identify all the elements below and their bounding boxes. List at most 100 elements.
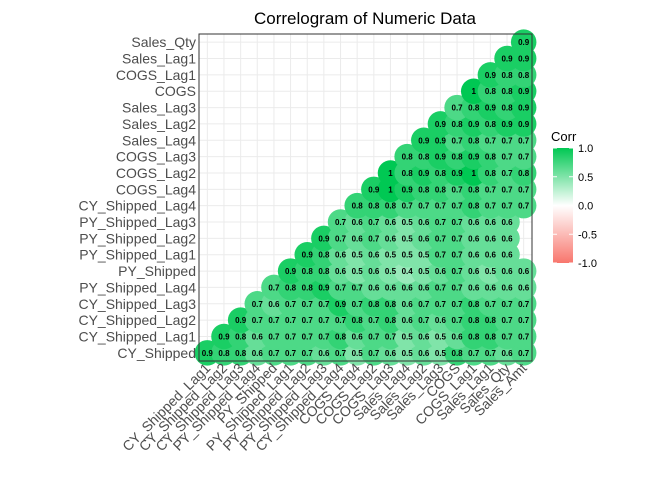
corr-value-label: 0.6 xyxy=(402,283,414,292)
corr-value-label: 0.8 xyxy=(485,87,497,96)
corr-value-label: 0.5 xyxy=(435,332,447,341)
corr-value-label: 0.9 xyxy=(335,300,347,309)
corr-value-label: 0.8 xyxy=(402,153,414,162)
corr-value-label: 0.7 xyxy=(518,316,530,325)
corr-value-label: 0.8 xyxy=(518,169,530,178)
corr-value-label: 0.9 xyxy=(518,38,530,47)
corr-value-label: 0.6 xyxy=(501,251,513,260)
corr-value-label: 0.7 xyxy=(352,300,364,309)
corr-value-label: 0.7 xyxy=(452,283,464,292)
corr-value-label: 0.7 xyxy=(368,218,380,227)
corr-value-label: 0.8 xyxy=(452,120,464,129)
corr-value-label: 0.5 xyxy=(352,267,364,276)
corr-value-label: 0.6 xyxy=(418,283,430,292)
corr-value-label: 0.6 xyxy=(501,349,513,358)
corr-value-label: 0.7 xyxy=(318,332,330,341)
corr-value-label: 0.8 xyxy=(285,283,297,292)
corr-value-label: 0.8 xyxy=(402,169,414,178)
corr-value-label: 0.5 xyxy=(352,251,364,260)
corr-value-label: 0.8 xyxy=(485,120,497,129)
corr-value-label: 0.6 xyxy=(402,300,414,309)
corr-value-label: 0.6 xyxy=(418,234,430,243)
corr-value-label: 0.9 xyxy=(468,153,480,162)
corr-value-label: 0.6 xyxy=(385,218,397,227)
corr-value-label: 0.4 xyxy=(402,267,414,276)
corr-value-label: 0.5 xyxy=(402,349,414,358)
corr-value-label: 0.7 xyxy=(452,185,464,194)
corr-value-label: 0.7 xyxy=(418,202,430,211)
chart-title: Correlogram of Numeric Data xyxy=(254,9,477,28)
corr-value-label: 0.8 xyxy=(518,71,530,80)
corr-value-label: 0.7 xyxy=(485,185,497,194)
corr-value-label: 0.6 xyxy=(418,332,430,341)
y-tick-label: Sales_Qty xyxy=(131,34,196,50)
corr-value-label: 0.7 xyxy=(285,300,297,309)
corr-value-label: 0.8 xyxy=(352,202,364,211)
corr-value-label: 0.8 xyxy=(235,349,247,358)
corr-value-label: 0.9 xyxy=(435,120,447,129)
corr-value-label: 0.7 xyxy=(452,251,464,260)
corr-value-label: 0.6 xyxy=(485,283,497,292)
corr-value-label: 0.5 xyxy=(418,251,430,260)
legend-colorbar xyxy=(553,148,573,263)
legend-tick-label: 0.0 xyxy=(578,201,593,213)
corr-value-label: 0.7 xyxy=(252,300,264,309)
corr-value-label: 0.8 xyxy=(485,332,497,341)
corr-value-label: 0.6 xyxy=(368,251,380,260)
corr-value-label: 0.6 xyxy=(252,332,264,341)
corr-value-label: 0.8 xyxy=(218,349,230,358)
corr-value-label: 0.6 xyxy=(485,234,497,243)
corr-value-label: 0.9 xyxy=(501,55,513,64)
corr-value-label: 0.7 xyxy=(518,332,530,341)
corr-value-label: 0.7 xyxy=(368,316,380,325)
corr-value-label: 0.5 xyxy=(485,267,497,276)
corr-value-label: 1 xyxy=(471,169,476,178)
corr-value-label: 0.7 xyxy=(518,349,530,358)
corr-value-label: 0.7 xyxy=(285,332,297,341)
corr-value-label: 0.8 xyxy=(318,267,330,276)
corr-value-label: 0.6 xyxy=(335,267,347,276)
corr-value-label: 0.8 xyxy=(468,185,480,194)
corr-value-label: 0.6 xyxy=(252,349,264,358)
corr-value-label: 0.6 xyxy=(402,316,414,325)
corr-value-label: 0.6 xyxy=(435,316,447,325)
corr-value-label: 0.5 xyxy=(402,218,414,227)
corr-value-label: 0.6 xyxy=(352,234,364,243)
corr-value-label: 0.5 xyxy=(402,234,414,243)
corr-value-label: 0.8 xyxy=(468,104,480,113)
corr-value-label: 0.8 xyxy=(485,153,497,162)
corr-value-label: 0.6 xyxy=(385,234,397,243)
corr-value-label: 0.7 xyxy=(468,349,480,358)
corr-value-label: 0.7 xyxy=(435,300,447,309)
corr-value-label: 0.8 xyxy=(485,316,497,325)
corr-value-label: 0.6 xyxy=(335,251,347,260)
corr-value-label: 0.7 xyxy=(318,300,330,309)
corr-value-label: 0.7 xyxy=(302,349,314,358)
corr-value-label: 0.9 xyxy=(235,316,247,325)
corr-value-label: 0.5 xyxy=(402,251,414,260)
y-tick-label: COGS_Lag3 xyxy=(116,149,196,165)
corr-value-label: 0.7 xyxy=(302,300,314,309)
corr-value-label: 0.6 xyxy=(501,283,513,292)
corr-value-label: 0.5 xyxy=(418,267,430,276)
corr-value-label: 0.7 xyxy=(452,218,464,227)
corr-value-label: 0.7 xyxy=(501,185,513,194)
legend-tick-label: -0.5 xyxy=(578,229,597,241)
corr-value-label: 0.7 xyxy=(368,234,380,243)
corr-value-label: 0.8 xyxy=(385,300,397,309)
corr-value-label: 0.7 xyxy=(452,234,464,243)
corr-value-label: 0.6 xyxy=(368,283,380,292)
corr-value-label: 0.7 xyxy=(335,234,347,243)
corr-value-label: 0.9 xyxy=(418,136,430,145)
corr-value-label: 0.6 xyxy=(468,234,480,243)
corr-value-label: 0.9 xyxy=(368,185,380,194)
corr-value-label: 0.8 xyxy=(318,251,330,260)
corr-value-label: 0.7 xyxy=(518,185,530,194)
corr-value-label: 0.7 xyxy=(452,267,464,276)
corr-value-label: 0.6 xyxy=(468,251,480,260)
corr-value-label: 0.9 xyxy=(485,71,497,80)
corr-value-label: 0.7 xyxy=(368,332,380,341)
corr-value-label: 0.7 xyxy=(452,136,464,145)
corr-value-label: 0.7 xyxy=(485,136,497,145)
